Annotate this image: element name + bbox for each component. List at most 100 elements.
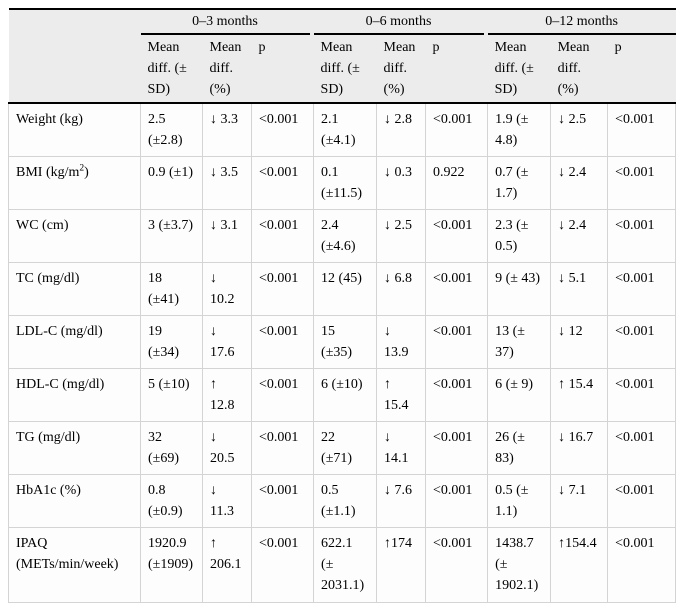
table-row-hba1c: HbA1c (%) 0.8 (±0.9) ↓ 11.3 <0.001 0.5 (… — [8, 474, 677, 528]
row-label-text: Weight (kg) — [16, 112, 83, 127]
cell: <0.001 — [250, 527, 315, 603]
cell: <0.001 — [425, 474, 489, 528]
row-label-text: HbA1c (%) — [16, 483, 81, 498]
cell: ↓ 14.1 — [376, 421, 427, 475]
cell: 622.1 (± 2031.1) — [313, 527, 378, 603]
cell: <0.001 — [425, 102, 489, 157]
row-label-text: TC (mg/dl) — [16, 271, 80, 286]
cell: <0.001 — [607, 368, 677, 422]
table-row-ldl-c: LDL-C (mg/dl) 19 (±34) ↓ 17.6 <0.001 15 … — [8, 315, 677, 369]
cell: ↓ 7.6 — [376, 474, 427, 528]
cell: ↑ 12.8 — [202, 368, 252, 422]
table-row-weight: Weight (kg) 2.5 (±2.8) ↓ 3.3 <0.001 2.1 … — [8, 102, 677, 157]
cell: 9 (± 43) — [487, 262, 552, 316]
cell: 22 (±71) — [313, 421, 378, 475]
table-row-wc: WC (cm) 3 (±3.7) ↓ 3.1 <0.001 2.4 (±4.6)… — [8, 209, 677, 263]
cell: ↓ 5.1 — [550, 262, 609, 316]
row-label: BMI (kg/m2) — [8, 156, 141, 210]
cell: ↑ 15.4 — [550, 368, 609, 422]
cell: ↑ 15.4 — [376, 368, 427, 422]
corner-cell — [8, 9, 141, 104]
cell: 0.1 (±11.5) — [313, 156, 378, 210]
cell: ↓ 20.5 — [202, 421, 252, 475]
cell: ↓ 7.1 — [550, 474, 609, 528]
cell: 1.9 (± 4.8) — [487, 102, 552, 157]
column-header-p: p — [425, 35, 488, 104]
cell: <0.001 — [250, 368, 315, 422]
row-label: Weight (kg) — [8, 102, 141, 157]
cell: ↓ 3.3 — [202, 102, 252, 157]
cell: <0.001 — [607, 474, 677, 528]
cell: ↓ 10.2 — [202, 262, 252, 316]
row-label: HbA1c (%) — [8, 474, 141, 528]
cell: 32 (±69) — [140, 421, 203, 475]
cell: 0.7 (± 1.7) — [487, 156, 552, 210]
row-label-text: LDL-C (mg/dl) — [16, 324, 103, 339]
column-header-mean-diff-pct: Mean diff. (%) — [376, 35, 426, 104]
column-header-mean-diff-sd: Mean diff. (± SD) — [140, 35, 203, 104]
cell: <0.001 — [250, 209, 315, 263]
cell: 2.4 (±4.6) — [313, 209, 378, 263]
cell: ↓ 16.7 — [550, 421, 609, 475]
cell: ↓ 13.9 — [376, 315, 427, 369]
cell: 0.8 (±0.9) — [140, 474, 203, 528]
cell: 5 (±10) — [140, 368, 203, 422]
cell: <0.001 — [607, 102, 677, 157]
cell: 0.5 (± 1.1) — [487, 474, 552, 528]
group-label: 0–6 months — [313, 10, 484, 35]
cell: <0.001 — [607, 262, 677, 316]
cell: <0.001 — [425, 421, 489, 475]
row-label-text: TG (mg/dl) — [16, 430, 81, 445]
row-label: TC (mg/dl) — [8, 262, 141, 316]
cell: 6 (±10) — [313, 368, 378, 422]
table-row-bmi: BMI (kg/m2) 0.9 (±1) ↓ 3.5 <0.001 0.1 (±… — [8, 156, 677, 210]
group-label: 0–12 months — [487, 10, 676, 35]
row-label: LDL-C (mg/dl) — [8, 315, 141, 369]
cell: <0.001 — [607, 156, 677, 210]
row-label-text: WC (cm) — [16, 218, 69, 233]
group-header-0-6-months: 0–6 months — [313, 9, 488, 35]
row-label-text: HDL-C (mg/dl) — [16, 377, 105, 392]
cell: ↓ 2.4 — [550, 209, 609, 263]
column-header-p: p — [607, 35, 676, 104]
column-header-mean-diff-pct: Mean diff. (%) — [202, 35, 252, 104]
cell: 0.922 — [425, 156, 489, 210]
cell: 15 (±35) — [313, 315, 378, 369]
column-header-mean-diff-sd: Mean diff. (± SD) — [487, 35, 551, 104]
cell: 18 (±41) — [140, 262, 203, 316]
group-header-0-12-months: 0–12 months — [487, 9, 676, 35]
cell: <0.001 — [250, 421, 315, 475]
cell: ↓ 3.5 — [202, 156, 252, 210]
row-label-text: IPAQ (METs/min/week) — [16, 536, 119, 572]
cell: <0.001 — [425, 209, 489, 263]
cell: <0.001 — [607, 527, 677, 603]
cell: 12 (45) — [313, 262, 378, 316]
cell: ↓ 11.3 — [202, 474, 252, 528]
group-label: 0–3 months — [140, 10, 310, 35]
cell: ↓ 2.8 — [376, 102, 427, 157]
row-label: TG (mg/dl) — [8, 421, 141, 475]
cell: <0.001 — [250, 102, 315, 157]
cell: <0.001 — [425, 368, 489, 422]
cell: <0.001 — [607, 209, 677, 263]
cell: 2.5 (±2.8) — [140, 102, 203, 157]
row-label-superscript: 2 — [79, 163, 85, 174]
cell: ↓ 12 — [550, 315, 609, 369]
row-label: WC (cm) — [8, 209, 141, 263]
cell: 2.3 (± 0.5) — [487, 209, 552, 263]
cell: 6 (± 9) — [487, 368, 552, 422]
column-header-mean-diff-pct: Mean diff. (%) — [550, 35, 608, 104]
cell: <0.001 — [607, 315, 677, 369]
row-label-text: BMI (kg/m — [16, 165, 80, 180]
table-row-ipaq: IPAQ (METs/min/week) 1920.9 (±1909) ↑ 20… — [8, 527, 677, 603]
cell: ↓ 2.5 — [376, 209, 427, 263]
results-table: 0–3 months 0–6 months 0–12 months Mean d… — [8, 8, 677, 603]
cell: ↓ 0.3 — [376, 156, 427, 210]
column-header-row: Mean diff. (± SD) Mean diff. (%) p Mean … — [9, 35, 676, 104]
group-header-0-3-months: 0–3 months — [140, 9, 314, 35]
cell: <0.001 — [250, 474, 315, 528]
cell: <0.001 — [250, 262, 315, 316]
cell: ↓ 2.5 — [550, 102, 609, 157]
cell: 0.5 (±1.1) — [313, 474, 378, 528]
